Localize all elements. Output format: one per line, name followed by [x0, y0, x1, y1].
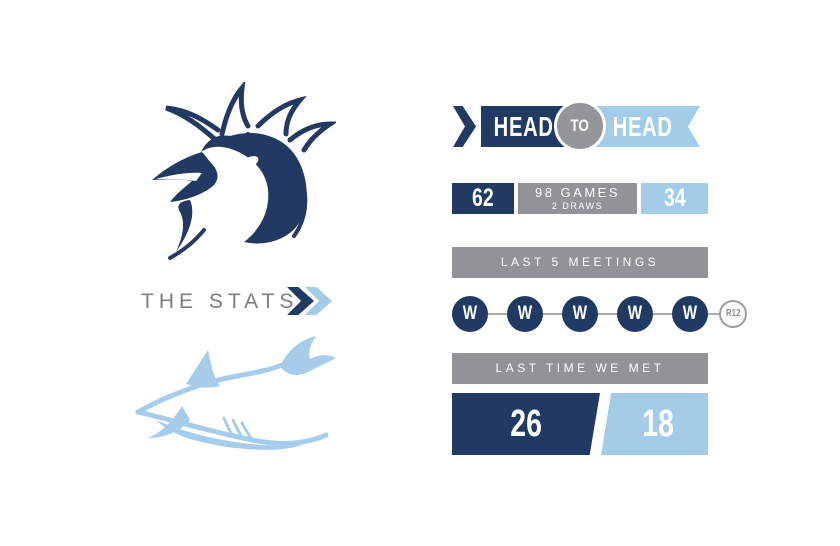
away-score-box: 18 — [601, 393, 708, 455]
result-circle-2: W — [507, 296, 543, 332]
stats-chevron-dark-icon — [287, 287, 314, 315]
home-wins-value: 62 — [472, 184, 494, 212]
sharks-logo — [135, 336, 336, 450]
banner-word-head-left: HEAD — [493, 111, 554, 142]
result-circle-4: W — [617, 296, 653, 332]
draws-label: 2 DRAWS — [551, 201, 604, 211]
result-letter: W — [517, 303, 533, 324]
round-label: R12 — [725, 308, 741, 319]
banner-word-head-right: HEAD — [612, 111, 674, 142]
round-badge: R12 — [719, 300, 747, 328]
last-time-we-met-header: LAST TIME WE MET — [452, 353, 708, 384]
away-wins-box: 34 — [641, 183, 708, 214]
result-circle-3: W — [562, 296, 598, 332]
result-letter: W — [572, 303, 588, 324]
stats-title: THE STATS — [141, 290, 299, 313]
away-score-value: 18 — [642, 403, 675, 445]
home-score-value: 26 — [510, 403, 542, 445]
result-circle-1: W — [452, 296, 488, 332]
games-box: 98 GAMES 2 DRAWS — [518, 183, 637, 214]
banner-to-circle: TO — [554, 100, 606, 152]
games-label: 98 GAMES — [534, 185, 621, 200]
results-connector-line — [470, 313, 733, 315]
roosters-logo — [152, 82, 336, 260]
banner-word-to: TO — [570, 116, 590, 135]
banner-left-ribbon: HEAD — [481, 106, 580, 147]
home-score-box: 26 — [452, 393, 600, 455]
result-letter: W — [462, 303, 478, 324]
banner-chevron-icon — [453, 106, 476, 147]
last-5-meetings-header: LAST 5 MEETINGS — [452, 247, 708, 278]
result-circle-5: W — [672, 296, 708, 332]
home-wins-box: 62 — [452, 183, 514, 214]
away-wins-value: 34 — [663, 184, 686, 212]
result-letter: W — [627, 303, 643, 324]
result-letter: W — [682, 303, 698, 324]
